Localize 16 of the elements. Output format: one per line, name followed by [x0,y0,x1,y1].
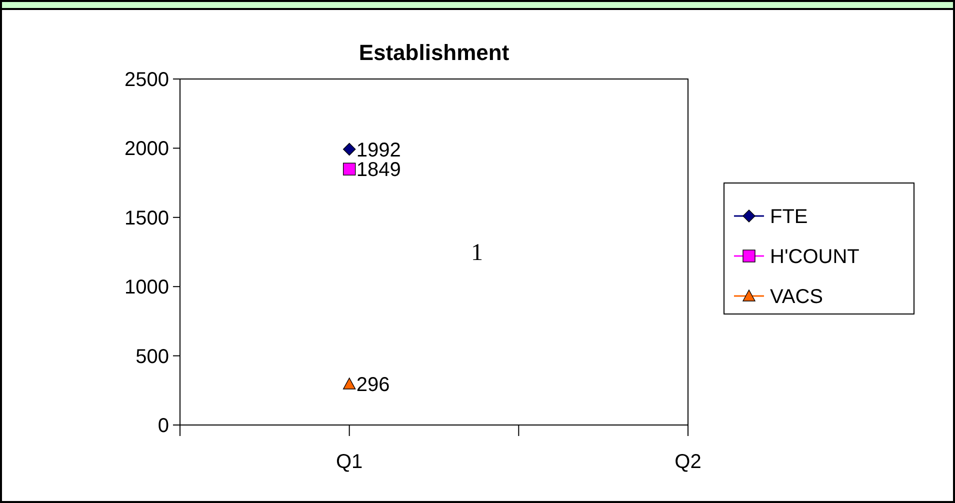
y-tick-label: 2000 [124,138,169,160]
data-label: 296 [356,374,390,396]
y-tick-label: 0 [158,415,169,437]
y-tick-label: 1000 [124,276,169,299]
x-tick-label: Q1 [336,451,363,473]
y-tick-label: 2500 [124,69,169,91]
chart-title: Establishment [358,40,510,65]
y-tick-label: 1500 [124,207,169,230]
legend-label: FTE [770,206,808,228]
y-tick-label: 500 [136,346,169,368]
legend-label: H'COUNT [770,246,860,268]
data-label: 1849 [356,159,401,182]
x-tick-label: Q2 [674,451,702,473]
data-label: 1992 [356,139,401,162]
annotation: 1 [471,240,483,266]
legend-label: VACS [770,286,823,308]
